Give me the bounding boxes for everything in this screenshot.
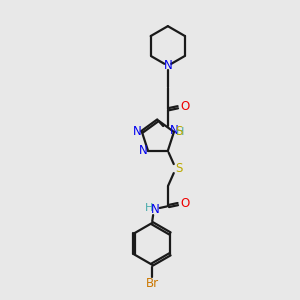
Text: H: H (145, 203, 153, 213)
Text: Br: Br (146, 277, 158, 290)
Text: O: O (180, 100, 189, 113)
Text: H: H (176, 127, 184, 137)
Text: N: N (164, 59, 172, 72)
Text: O: O (180, 197, 189, 210)
Text: N: N (133, 125, 141, 138)
Text: N: N (151, 203, 159, 216)
Text: N: N (139, 144, 147, 157)
Text: S: S (175, 125, 183, 138)
Text: N: N (169, 124, 178, 137)
Text: S: S (175, 162, 182, 175)
